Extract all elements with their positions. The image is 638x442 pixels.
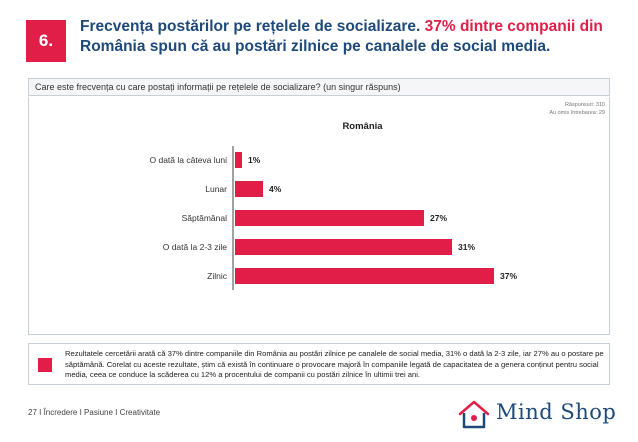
footer-text: 27 I Încredere I Pasiune I Creativitate (28, 408, 161, 417)
category-label: Lunar (205, 184, 227, 194)
title-main: Frecvența postărilor pe rețelele de soci… (80, 18, 425, 35)
value-label: 1% (248, 155, 261, 165)
value-label: 27% (430, 213, 447, 223)
house-logo-icon (458, 400, 490, 429)
finding-marker (38, 358, 52, 372)
bar (235, 152, 242, 168)
value-label: 37% (500, 271, 517, 281)
value-label: 31% (458, 242, 475, 252)
title-highlight: 37% dintre companii din (424, 18, 603, 35)
category-label: Zilnic (207, 271, 228, 281)
slide-number: 6. (38, 31, 54, 50)
chart-title: România (342, 121, 383, 132)
slide-number-badge: 6. (26, 20, 66, 62)
title-line-2: România spun că au postări zilnice pe ca… (80, 38, 551, 55)
key-finding-box: Rezultatele cercetării arată că 37% dint… (28, 343, 610, 385)
value-label: 4% (269, 184, 282, 194)
bar (235, 210, 424, 226)
mind-shop-logo: Mind Shop (454, 396, 618, 430)
skipped-count: Au omis întrebarea: 29 (549, 110, 605, 116)
finding-text: Rezultatele cercetării arată că 37% dint… (65, 349, 604, 379)
bar (235, 268, 494, 284)
bar (235, 239, 452, 255)
category-label: O dată la câteva luni (150, 155, 228, 165)
survey-question: Care este frecvența cu care postați info… (28, 78, 610, 96)
bar (235, 181, 263, 197)
category-label: Săptămânal (182, 213, 227, 223)
category-label: O dată la 2-3 zile (163, 242, 228, 252)
bar-chart: România O dată la câteva luni 1% Lunar 4% Săp… (150, 121, 517, 290)
responses-count: Răspunsuri: 310 (564, 102, 605, 108)
brand-name: Mind Shop (496, 400, 617, 424)
response-meta: Răspunsuri: 310 Au omis întrebarea: 29 (549, 101, 605, 117)
chart-panel: Răspunsuri: 310 Au omis întrebarea: 29 R… (28, 97, 610, 335)
slide-title: Frecvența postărilor pe rețelele de soci… (80, 17, 620, 57)
